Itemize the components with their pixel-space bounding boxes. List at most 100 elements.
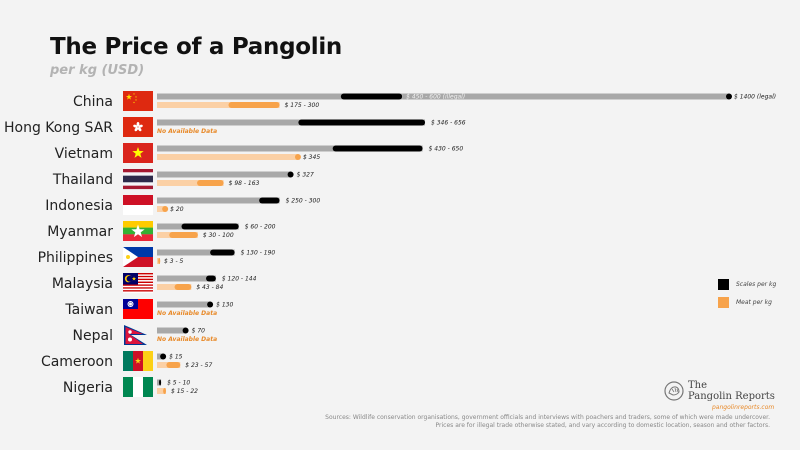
meat-label-myanmar: $ 30 - 100: [203, 232, 234, 239]
country-label-vietnam: Vietnam: [55, 146, 113, 162]
country-label-china: China: [73, 94, 113, 110]
flag-china: [123, 91, 153, 111]
scales-label-china: $ 450 - 600 (illegal): [406, 94, 465, 101]
meat-bar-myanmar-range: [169, 232, 198, 238]
meat-bar-thailand-range: [197, 180, 224, 186]
meat-bar-philippines-range: [158, 258, 161, 264]
scales-legal-bar-china: [402, 93, 729, 100]
country-label-nepal: Nepal: [73, 328, 113, 344]
logo-line-1: The: [688, 380, 708, 391]
flag-thailand: [123, 169, 153, 190]
scales-bar-philippines-range: [210, 249, 235, 256]
sources-line-2: Prices are for illegal trade otherwise s…: [435, 422, 770, 429]
meat-bar-cameroon-range: [166, 362, 181, 368]
scales-bar-malaysia-range: [206, 275, 216, 282]
scales-bar-indonesia-base: [157, 197, 280, 204]
scales-bar-hong-kong-sar-range: [298, 119, 426, 126]
legend-meat-swatch: [718, 297, 729, 308]
scales-bar-malaysia-base: [157, 275, 216, 282]
scales-bar-thailand-base: [157, 171, 291, 178]
flag-hongkong: [123, 117, 153, 137]
scales-bar-taiwan-point: [207, 301, 214, 308]
scales-bar-nepal-point: [182, 327, 189, 334]
pangolin-icon: [664, 381, 684, 401]
scales-bar-indonesia-range: [259, 197, 280, 204]
meat-label-nigeria: $ 15 - 22: [171, 388, 198, 395]
legend-scales-swatch: [718, 279, 729, 290]
scales-bar-taiwan-base: [157, 301, 211, 308]
scales-label-philippines: $ 130 - 190: [241, 250, 276, 257]
meat-label-indonesia: $ 20: [170, 206, 184, 213]
scales-bar-thailand-point: [287, 171, 294, 178]
scales-bar-nigeria-base: [157, 379, 162, 386]
meat-bar-vietnam-point: [294, 154, 301, 160]
country-label-philippines: Philippines: [38, 250, 113, 266]
meat-no-data-nepal: No Available Data: [157, 336, 217, 343]
scales-bar-nepal-base: [157, 327, 186, 334]
country-label-indonesia: Indonesia: [45, 198, 113, 214]
meat-no-data-hong-kong-sar: No Available Data: [157, 128, 217, 135]
legend-scales-label: Scales per kg: [736, 281, 777, 288]
scales-bar-philippines-base: [157, 249, 235, 256]
meat-label-philippines: $ 3 - 5: [164, 258, 184, 265]
meat-label-vietnam: $ 345: [303, 154, 320, 161]
sources-note: Sources: Wildlife conservation organisat…: [325, 414, 770, 430]
meat-no-data-taiwan: No Available Data: [157, 310, 217, 317]
scales-label-taiwan: $ 130: [216, 302, 233, 309]
country-label-nigeria: Nigeria: [63, 380, 113, 396]
meat-bar-malaysia-base: [157, 284, 192, 290]
flag-nigeria: [123, 377, 153, 397]
scales-bar-cameroon-base: [157, 353, 164, 360]
country-label-hong-kong-sar: Hong Kong SAR: [4, 120, 113, 136]
scales-label-myanmar: $ 60 - 200: [245, 224, 276, 231]
country-label-thailand: Thailand: [52, 172, 113, 188]
flag-indonesia: [123, 195, 153, 215]
flag-vietnam: [123, 143, 153, 163]
flag-taiwan: [123, 299, 153, 319]
scales-label-nigeria: $ 5 - 10: [167, 380, 190, 387]
meat-bar-nigeria-range: [163, 388, 166, 394]
scales-label-vietnam: $ 430 - 650: [429, 146, 464, 153]
meat-label-cameroon: $ 23 - 57: [185, 362, 212, 369]
flag-malaysia: [123, 273, 153, 294]
scales-bar-vietnam-base: [157, 145, 423, 152]
scales-label-malaysia: $ 120 - 144: [222, 276, 257, 283]
meat-bar-china-range: [228, 102, 280, 108]
legend-meat-label: Meat per kg: [736, 299, 772, 306]
scales-bar-cameroon-point: [160, 353, 167, 360]
scales-legal-point-china: [726, 93, 732, 100]
flag-philippines: [123, 247, 153, 267]
scales-label-hong-kong-sar: $ 346 - 656: [431, 120, 466, 127]
meat-bar-malaysia-range: [174, 284, 192, 290]
meat-bar-indonesia-point: [162, 206, 169, 212]
scales-bar-hong-kong-sar-base: [157, 119, 426, 126]
scales-label-cameroon: $ 15: [169, 354, 183, 361]
meat-label-china: $ 175 - 300: [285, 102, 320, 109]
country-label-myanmar: Myanmar: [47, 224, 113, 240]
chart-title: The Price of a Pangolin: [50, 34, 342, 60]
scales-label-thailand: $ 327: [297, 172, 314, 179]
logo-line-2: Pangolin Reports: [688, 391, 775, 402]
scales-legal-label-china: $ 1400 (legal): [734, 94, 776, 101]
logo-url[interactable]: pangolinreports.com: [712, 404, 775, 411]
meat-bar-china-base: [157, 102, 280, 108]
meat-bar-thailand-base: [157, 180, 224, 186]
country-label-cameroon: Cameroon: [41, 354, 113, 370]
logo-name: The Pangolin Reports: [688, 380, 775, 402]
country-label-taiwan: Taiwan: [64, 302, 113, 318]
flag-nepal: [124, 325, 147, 345]
meat-bar-nigeria-base: [157, 388, 166, 394]
flag-myanmar: [123, 221, 153, 241]
scales-bar-china-range: [340, 93, 403, 100]
chart-subtitle: per kg (USD): [50, 63, 145, 78]
scales-bar-myanmar-range: [181, 223, 239, 230]
scales-label-nepal: $ 70: [192, 328, 206, 335]
meat-bar-vietnam-base: [157, 154, 298, 160]
flag-cameroon: [123, 351, 153, 371]
scales-bar-nigeria-range: [159, 379, 162, 386]
sources-line-1: Sources: Wildlife conservation organisat…: [325, 414, 770, 421]
meat-label-malaysia: $ 43 - 84: [196, 284, 223, 291]
meat-bar-indonesia-base: [157, 206, 166, 212]
scales-bar-vietnam-range: [332, 145, 423, 152]
